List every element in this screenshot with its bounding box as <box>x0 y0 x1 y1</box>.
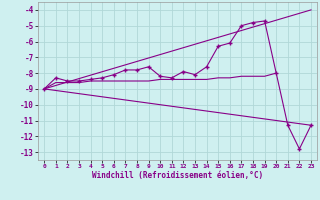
X-axis label: Windchill (Refroidissement éolien,°C): Windchill (Refroidissement éolien,°C) <box>92 171 263 180</box>
